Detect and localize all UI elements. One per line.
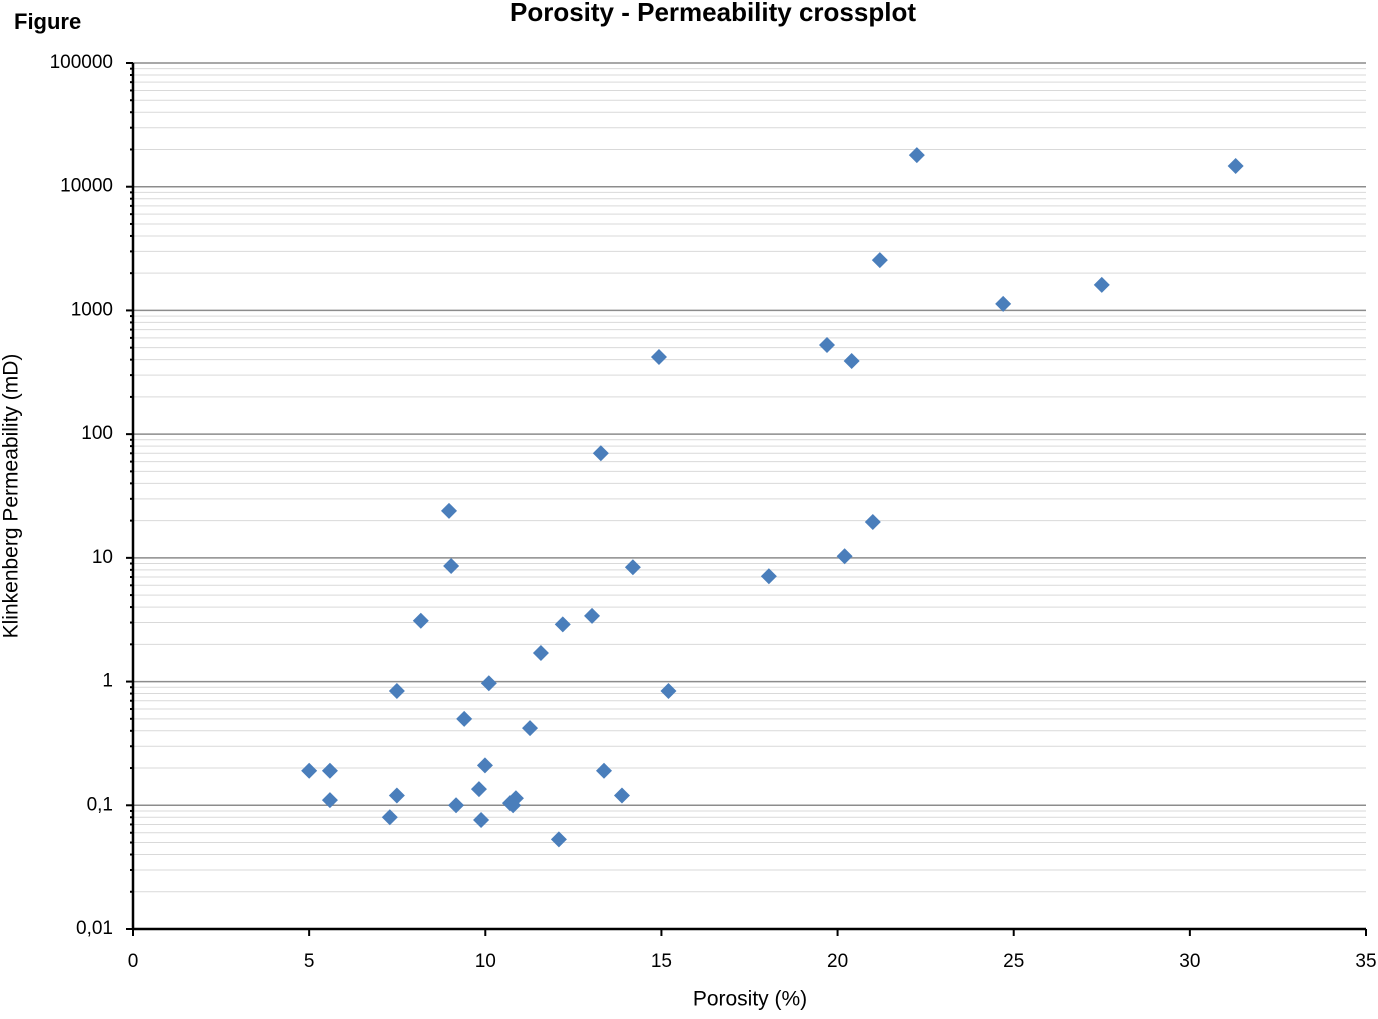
y-tick-label: 1 bbox=[102, 671, 113, 692]
data-point bbox=[388, 682, 405, 699]
y-tick-label: 100000 bbox=[50, 52, 113, 73]
data-point bbox=[522, 720, 539, 737]
figure-label: Figure bbox=[14, 9, 81, 34]
data-point bbox=[441, 502, 458, 519]
data-point bbox=[864, 513, 881, 530]
data-point bbox=[470, 781, 487, 798]
y-tick-label: 1000 bbox=[71, 299, 113, 320]
x-tick-label: 30 bbox=[1179, 951, 1200, 972]
y-tick-label: 0,1 bbox=[87, 794, 113, 815]
x-tick-label: 20 bbox=[827, 951, 848, 972]
data-point bbox=[505, 797, 522, 814]
data-point bbox=[760, 568, 777, 585]
data-point bbox=[381, 809, 398, 826]
data-point bbox=[1227, 158, 1244, 175]
data-point bbox=[301, 762, 318, 779]
y-tick-label: 0,01 bbox=[76, 918, 113, 939]
data-point bbox=[1093, 276, 1110, 293]
x-tick-label: 5 bbox=[304, 951, 315, 972]
y-tick-label: 100 bbox=[81, 423, 113, 444]
data-point bbox=[596, 762, 613, 779]
data-point bbox=[321, 762, 338, 779]
data-point bbox=[660, 682, 677, 699]
data-point bbox=[388, 787, 405, 804]
data-point bbox=[412, 612, 429, 629]
data-point bbox=[592, 445, 609, 462]
data-point bbox=[624, 559, 641, 576]
data-point bbox=[584, 607, 601, 624]
data-point bbox=[448, 797, 465, 814]
data-point bbox=[550, 831, 567, 848]
data-point bbox=[836, 548, 853, 565]
data-point bbox=[871, 252, 888, 269]
data-point bbox=[443, 557, 460, 574]
x-tick-label: 25 bbox=[1003, 951, 1024, 972]
data-point bbox=[554, 616, 571, 633]
data-point bbox=[480, 675, 497, 692]
x-tick-label: 10 bbox=[475, 951, 496, 972]
x-tick-label: 0 bbox=[128, 951, 139, 972]
x-tick-label: 35 bbox=[1355, 951, 1376, 972]
y-axis-title: Klinkenberg Permeability (mD) bbox=[0, 354, 23, 639]
data-point bbox=[613, 787, 630, 804]
data-point bbox=[819, 337, 836, 354]
y-tick-label: 10000 bbox=[60, 176, 113, 197]
data-point bbox=[908, 147, 925, 164]
data-point bbox=[532, 645, 549, 662]
data-point bbox=[476, 757, 493, 774]
y-tick-label: 10 bbox=[92, 547, 113, 568]
chart-title: Porosity - Permeability crossplot bbox=[510, 0, 916, 27]
x-axis-title: Porosity (%) bbox=[693, 988, 807, 1011]
data-point bbox=[995, 295, 1012, 312]
x-tick-label: 15 bbox=[651, 951, 672, 972]
data-point bbox=[321, 792, 338, 809]
data-point bbox=[843, 353, 860, 370]
data-point bbox=[456, 710, 473, 727]
data-point bbox=[650, 349, 667, 366]
data-point bbox=[473, 812, 490, 829]
